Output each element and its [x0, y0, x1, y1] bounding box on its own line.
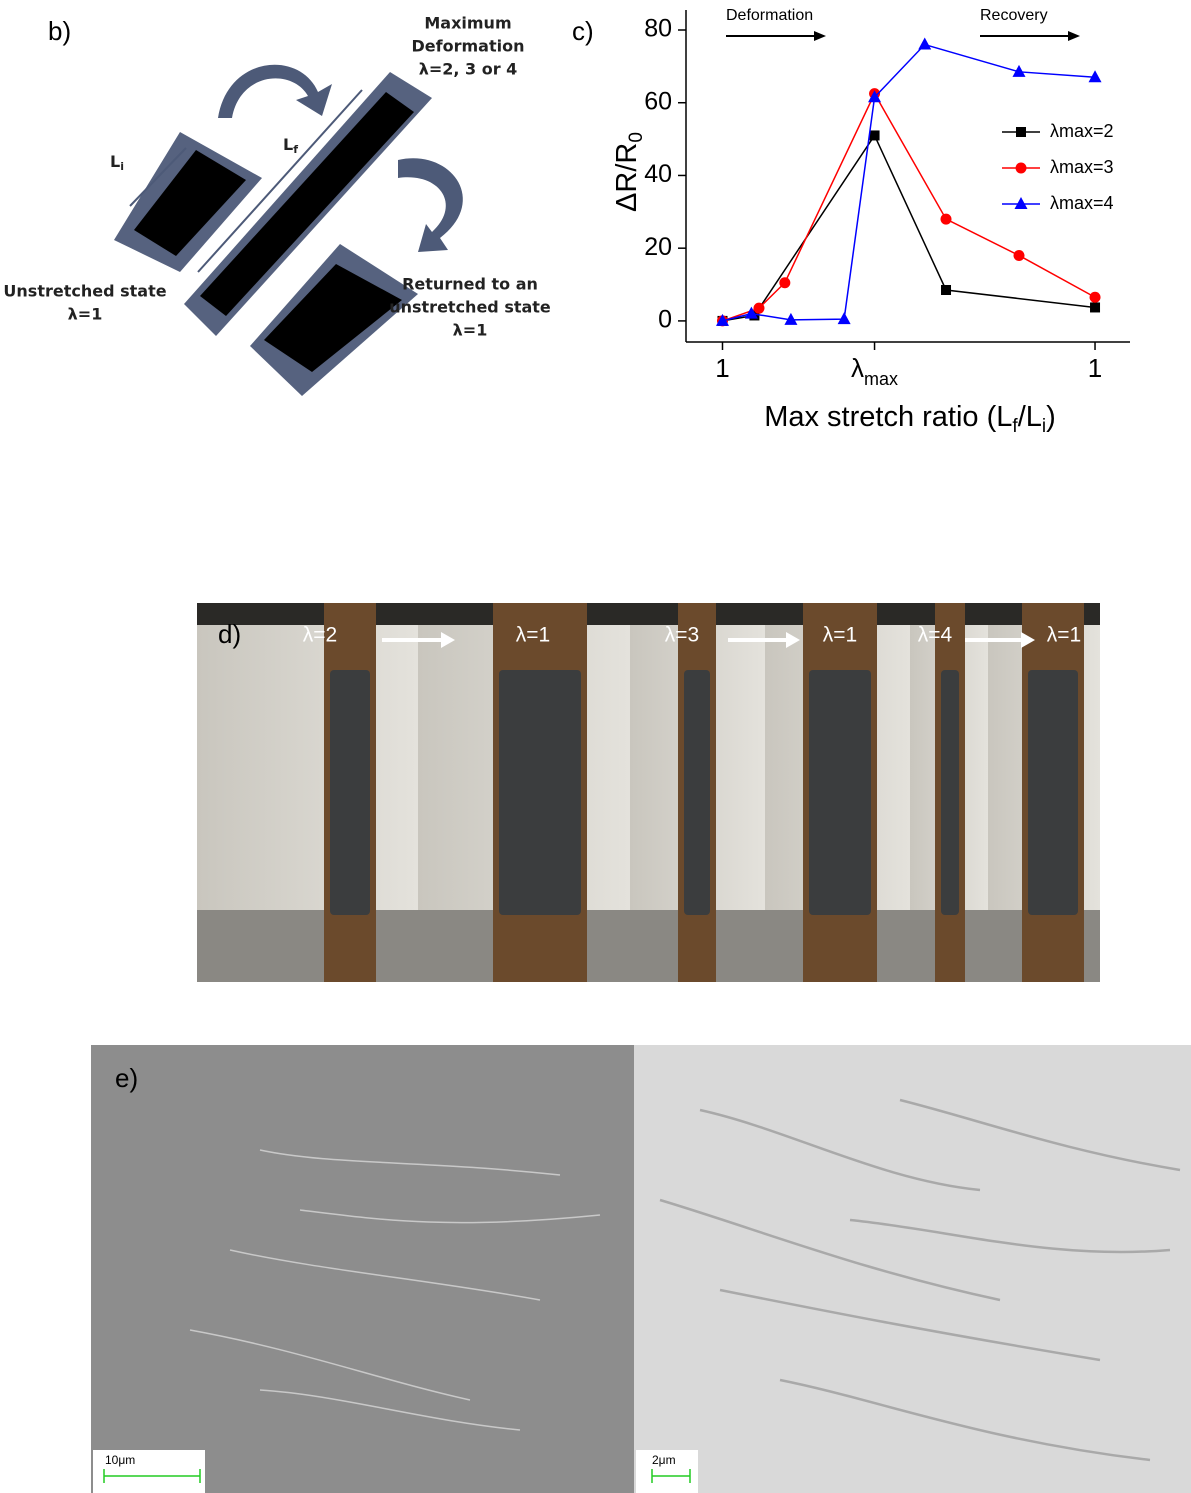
point — [1090, 292, 1101, 303]
annotation-arrowhead — [814, 31, 826, 41]
y-axis-label: ΔR/R0 — [611, 132, 647, 212]
caption-line: Unstretched state — [3, 282, 166, 301]
photo-base — [197, 910, 418, 982]
panel-label: c) — [572, 16, 594, 46]
figure: b) Li Lf Maximum Deformation λ=2, 3 or 4 U… — [0, 0, 1191, 1493]
coating — [1028, 670, 1078, 915]
label-sub: f — [293, 143, 298, 156]
coating — [499, 670, 581, 915]
coating — [809, 670, 871, 915]
schematic: b) Li Lf Maximum Deformation λ=2, 3 or 4 U… — [3, 14, 551, 397]
x-tick-label: 1 — [715, 353, 729, 383]
caption: Maximum Deformation λ=2, 3 or 4 — [412, 14, 525, 79]
caption-line: unstretched state — [389, 298, 551, 317]
point — [1014, 250, 1025, 261]
series-line — [722, 135, 1095, 320]
coating — [941, 670, 959, 915]
tick-main: 1 — [1088, 353, 1102, 383]
lf-label: Lf — [283, 135, 298, 157]
legend-marker — [1015, 197, 1028, 209]
sem-image — [91, 1045, 634, 1493]
caption-line: Deformation — [412, 37, 525, 56]
point — [941, 285, 951, 295]
caption-line: λ=1 — [453, 321, 488, 340]
y-tick-label: 0 — [658, 306, 672, 334]
y-tick-label: 80 — [644, 15, 672, 43]
frame-label: λ=1 — [516, 624, 550, 647]
point — [779, 277, 790, 288]
scale-label: 10μm — [105, 1453, 135, 1467]
label-sub: i — [120, 160, 124, 173]
photo-strip: d) λ=2 λ=1 λ=3 λ=1 λ=4 λ=1 — [197, 603, 1100, 982]
frame-label: λ=4 — [918, 624, 953, 647]
point — [838, 312, 851, 324]
chart: c) 0 20 40 60 80 1 λmax 1 Max stretch ratio (Lf/… — [572, 7, 1130, 437]
tick-main: λ — [851, 353, 864, 383]
y-tick-label: 40 — [644, 160, 672, 188]
x-tick-label: 1 — [1088, 353, 1102, 383]
tick-sub: max — [864, 369, 898, 389]
scale-label: 2μm — [652, 1453, 676, 1467]
coating — [684, 670, 710, 915]
caption: Returned to an unstretched state λ=1 — [389, 275, 551, 340]
label-part: Max stretch ratio (L — [764, 401, 1012, 433]
coating — [330, 670, 370, 915]
caption-line: Maximum — [424, 14, 511, 33]
legend-label: λmax=4 — [1050, 193, 1114, 213]
frame-label: λ=3 — [665, 624, 699, 647]
arrow — [398, 158, 463, 252]
sem-images: e) 10μm 2μm — [91, 1045, 1191, 1493]
li-label: Li — [110, 152, 124, 174]
caption-line: λ=1 — [68, 305, 103, 324]
legend-label: λmax=3 — [1050, 157, 1114, 177]
point — [941, 214, 952, 225]
annotation: Recovery — [980, 7, 1048, 24]
y-tick-label: 60 — [644, 87, 672, 115]
label-main: L — [283, 135, 293, 154]
arrow — [218, 65, 332, 118]
point — [1090, 302, 1100, 312]
legend-marker — [1016, 127, 1026, 137]
legend-marker — [1016, 163, 1027, 174]
frame-label: λ=2 — [303, 624, 337, 647]
series-line — [722, 94, 1095, 321]
label-main: L — [110, 152, 120, 171]
tick-main: 1 — [715, 353, 729, 383]
annotation-arrowhead — [1068, 31, 1080, 41]
caption: Unstretched state λ=1 — [3, 282, 166, 324]
panel-label: d) — [218, 619, 241, 649]
panel-label: e) — [115, 1063, 138, 1093]
x-tick-label: λmax — [851, 353, 898, 389]
frame-label: λ=1 — [1047, 624, 1081, 647]
label-part: /L — [1018, 401, 1042, 433]
x-axis-label: Max stretch ratio (Lf/Li) — [764, 401, 1056, 437]
point — [753, 303, 764, 314]
frame-label: λ=1 — [823, 624, 857, 647]
legend-label: λmax=2 — [1050, 121, 1114, 141]
caption-line: λ=2, 3 or 4 — [419, 60, 518, 79]
annotation: Deformation — [726, 7, 813, 24]
point — [870, 130, 880, 140]
panel-label: b) — [48, 16, 71, 46]
y-tick-label: 20 — [644, 233, 672, 261]
label-part: 0 — [626, 132, 647, 143]
sem-image — [634, 1045, 1191, 1493]
point — [918, 38, 931, 50]
caption-line: Returned to an — [402, 275, 538, 294]
label-part: ) — [1046, 401, 1056, 433]
label-part: ΔR/R — [611, 143, 643, 212]
